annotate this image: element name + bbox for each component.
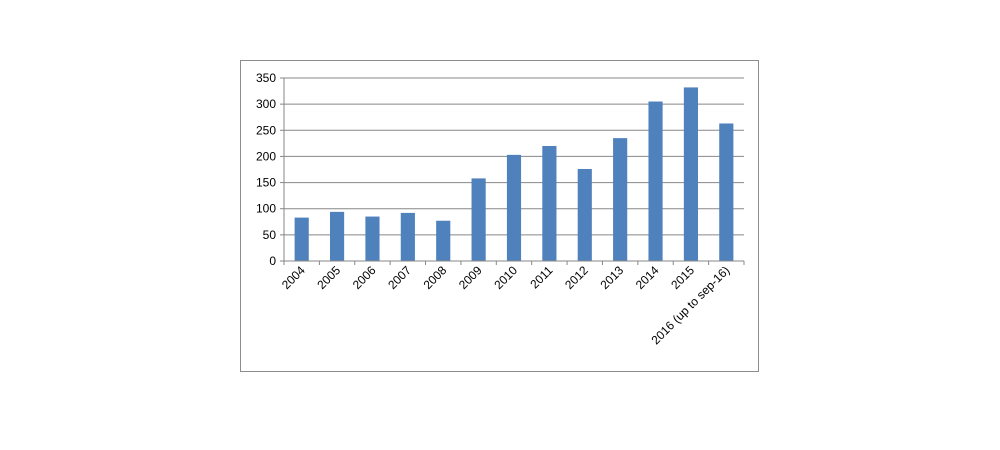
bars (294, 87, 734, 262)
y-tick-label: 50 (263, 228, 277, 242)
x-tick-label: 2014 (633, 263, 662, 292)
bar-2007 (400, 212, 415, 261)
bar-2004 (294, 217, 309, 261)
x-tick-label: 2007 (385, 263, 414, 292)
bar-2013 (613, 138, 628, 261)
bar-2012 (577, 168, 592, 261)
x-tick-label: 2006 (350, 263, 379, 292)
y-tick-label: 200 (256, 149, 276, 163)
y-tick-label: 350 (256, 71, 276, 85)
bar-2010 (506, 154, 522, 261)
bar-2006 (365, 216, 380, 261)
bar-2014 (648, 101, 663, 262)
x-tick-label: 2010 (491, 263, 520, 292)
y-tick-label: 0 (269, 254, 276, 268)
x-tick-label: 2013 (597, 263, 626, 292)
x-tick-label: 2011 (527, 263, 555, 291)
bar-2016 (719, 123, 734, 261)
chart-container: 0 50 100 150 200 250 300 350 2004 2005 2006 2007 20… (240, 60, 759, 372)
y-tick-label: 250 (256, 123, 276, 137)
y-tick-label: 100 (256, 202, 276, 216)
x-tick-label: 2009 (456, 263, 485, 292)
bar-2015 (683, 87, 698, 261)
bar-2009 (471, 178, 486, 261)
x-tick-label: 2008 (421, 263, 450, 292)
axes (280, 77, 745, 265)
bar-2005 (330, 211, 345, 261)
x-tick-label: 2012 (562, 263, 591, 292)
x-tick-label: 2004 (279, 263, 308, 292)
y-tick-labels: 0 50 100 150 200 250 300 350 (256, 71, 276, 268)
x-tick-labels: 2004 2005 2006 2007 2008 2009 2010 2011 2012 2013… (279, 263, 732, 347)
bar-2011 (542, 145, 557, 261)
x-tick-label: 2015 (668, 263, 697, 292)
y-tick-label: 150 (256, 176, 276, 190)
y-tick-label: 300 (256, 97, 276, 111)
x-tick-label: 2005 (314, 263, 343, 292)
bar-2008 (436, 220, 451, 261)
